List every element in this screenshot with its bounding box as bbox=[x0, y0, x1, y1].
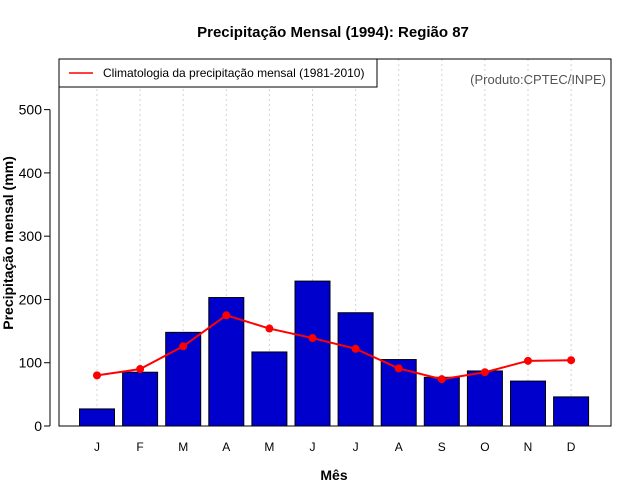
legend: Climatologia da precipitação mensal (198… bbox=[58, 58, 378, 88]
bar-s-9 bbox=[423, 376, 460, 427]
source-annotation: (Produto:CPTEC/INPE) bbox=[470, 72, 606, 87]
x-tick-label: S bbox=[438, 440, 446, 454]
bar-o-10 bbox=[466, 370, 503, 427]
x-tick-label: J bbox=[353, 440, 359, 454]
legend-box bbox=[58, 58, 378, 88]
x-tick-label: M bbox=[264, 440, 274, 454]
bar-f-2 bbox=[122, 371, 159, 427]
y-tick-label: 100 bbox=[19, 355, 43, 371]
climatology-point-2 bbox=[136, 365, 145, 374]
y-axis: 0 100 200 300 400 500 bbox=[19, 102, 51, 434]
bar-d-12 bbox=[553, 396, 590, 427]
climatology-point-1 bbox=[93, 371, 101, 380]
climatology-point-9 bbox=[437, 375, 446, 384]
bar-j-1 bbox=[79, 408, 115, 427]
climatology-point-12 bbox=[567, 356, 576, 365]
climatology-line bbox=[96, 314, 572, 381]
x-tick-label: J bbox=[310, 440, 316, 454]
climatology-point-3 bbox=[179, 342, 188, 351]
x-tick-label: N bbox=[524, 440, 533, 454]
y-axis-label: Precipitação mensal (mm) bbox=[0, 156, 16, 330]
bar-n-11 bbox=[510, 380, 546, 427]
climatology-point-4 bbox=[222, 311, 231, 320]
y-tick-label: 0 bbox=[34, 418, 42, 434]
x-tick-label: D bbox=[567, 440, 576, 454]
climatology-line-series bbox=[93, 311, 576, 384]
legend-entry-climatology: Climatologia da precipitação mensal (198… bbox=[103, 66, 364, 80]
x-tick-label: F bbox=[136, 440, 143, 454]
x-tick-label: A bbox=[222, 440, 230, 454]
y-tick-label: 200 bbox=[19, 291, 43, 307]
y-tick-label: 300 bbox=[19, 228, 43, 244]
climatology-point-5 bbox=[265, 324, 274, 333]
y-tick-label: 500 bbox=[19, 102, 43, 118]
x-axis-label: Mês bbox=[320, 467, 347, 483]
climatology-point-8 bbox=[394, 364, 403, 373]
x-tick-label: A bbox=[395, 440, 403, 454]
bar-m-5 bbox=[251, 351, 288, 427]
chart-title: Precipitação Mensal (1994): Região 87 bbox=[197, 24, 469, 41]
climatology-point-11 bbox=[524, 356, 532, 365]
bar-j-7 bbox=[337, 312, 374, 427]
bar-j-6 bbox=[294, 280, 331, 427]
climatology-point-6 bbox=[308, 334, 317, 343]
x-tick-label: O bbox=[480, 440, 489, 454]
bar-series bbox=[79, 280, 590, 427]
x-tick-label: M bbox=[178, 440, 188, 454]
climatology-point-10 bbox=[480, 368, 489, 377]
climatology-point-7 bbox=[351, 344, 360, 353]
y-tick-label: 400 bbox=[19, 165, 43, 181]
x-tick-label: J bbox=[94, 440, 100, 454]
